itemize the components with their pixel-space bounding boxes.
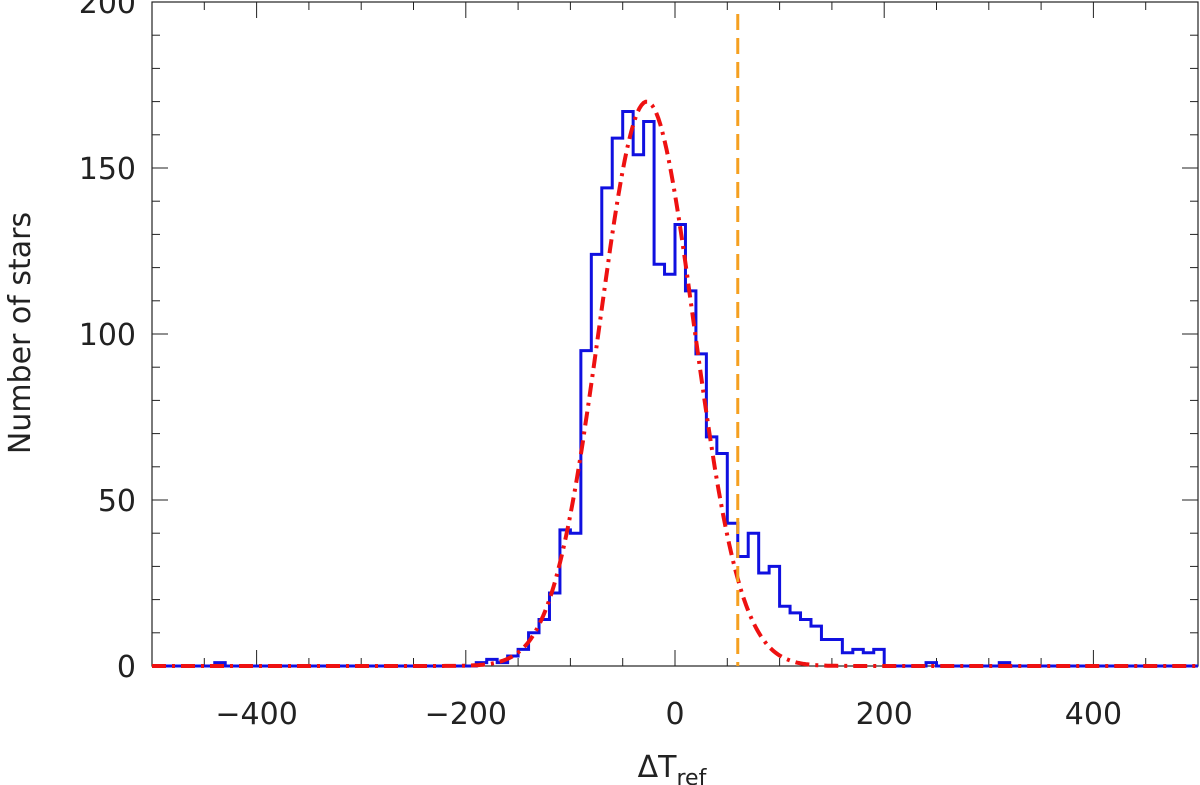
- x-tick-label: 400: [1065, 697, 1122, 732]
- y-tick-label: 0: [117, 650, 136, 685]
- y-tick-label: 200: [79, 0, 136, 21]
- y-tick-label: 50: [98, 484, 136, 519]
- x-axis-title-subscript: ref: [677, 766, 708, 785]
- gaussian-fit-curve: [152, 99, 1198, 668]
- axis-labels: Number of stars ΔTref: [3, 212, 708, 785]
- x-axis-title-main: ΔT: [638, 750, 678, 785]
- x-tick-label: −400: [215, 697, 297, 732]
- y-axis-title: Number of stars: [3, 212, 38, 454]
- plot-frame: [151, 1, 1199, 667]
- axes: −400 −200 0 200 400 0 50 100 150 200: [79, 0, 1199, 732]
- x-tick-label: 200: [856, 697, 913, 732]
- y-tick-label: 100: [79, 318, 136, 353]
- x-tick-label: −200: [425, 697, 507, 732]
- x-tick-label: 0: [665, 697, 684, 732]
- histogram-line: [152, 110, 1198, 668]
- plot-area: [152, 14, 1198, 668]
- x-axis-title: ΔTref: [638, 750, 708, 785]
- y-tick-label: 150: [79, 152, 136, 187]
